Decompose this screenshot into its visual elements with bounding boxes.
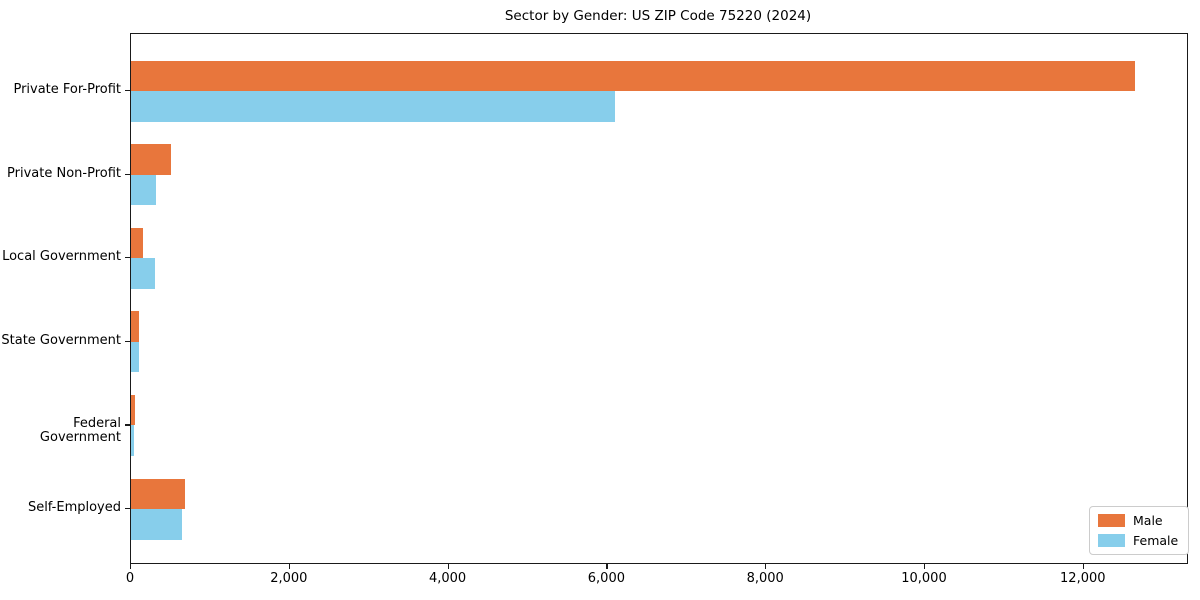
bar-female-local-government [131,258,156,289]
x-axis-tick [923,563,926,569]
male-swatch-icon [1098,514,1125,527]
y-axis-tick [125,173,130,175]
x-axis-label: 2,000 [270,571,308,586]
legend-item-female: Female [1098,533,1178,548]
y-axis-label: Local Government [2,249,121,265]
bar-male-private-for-profit [131,60,1136,91]
x-axis-tick [447,563,449,569]
y-axis-label: Federal Government [39,416,121,446]
bar-female-state-government [131,341,139,373]
x-axis-tick [765,563,767,569]
x-axis-label: 8,000 [746,571,784,586]
x-axis-label: 12,000 [1060,571,1106,586]
y-axis-label: Self-Employed [27,500,121,515]
bar-female-private-non-profit [131,174,156,206]
bar-female-self-employed [131,509,182,540]
bar-male-federal-government [131,394,136,426]
y-axis-label: Private For-Profit [13,82,121,97]
y-axis-tick [125,90,130,92]
bar-male-state-government [131,311,140,342]
legend: Male Female [1089,506,1190,555]
bar-male-local-government [131,227,143,259]
x-axis-tick [288,563,291,569]
bar-female-federal-government [131,425,135,456]
legend-item-male: Male [1098,513,1178,528]
x-axis-label: 4,000 [428,571,467,586]
x-axis-label: 10,000 [901,571,947,586]
legend-label-female: Female [1133,533,1179,548]
bar-male-self-employed [131,478,185,509]
y-axis-label: State Government [1,332,121,348]
female-swatch-icon [1098,534,1125,547]
x-axis-tick [606,563,608,569]
bar-male-private-non-profit [131,144,171,175]
plot-area [130,33,1188,564]
y-axis-tick [125,257,130,259]
y-axis-label: Private Non-Profit [7,165,121,181]
x-axis-tick [1082,563,1085,569]
bar-female-private-for-profit [131,91,616,122]
y-axis-tick [125,340,130,343]
x-axis-tick [130,563,132,569]
x-axis-label: 0 [125,571,135,586]
y-axis-tick [125,508,130,510]
chart-title: Sector by Gender: US ZIP Code 75220 (202… [504,8,812,24]
y-axis-tick [125,424,130,426]
x-axis-label: 6,000 [587,571,625,586]
legend-label-male: Male [1133,513,1163,528]
